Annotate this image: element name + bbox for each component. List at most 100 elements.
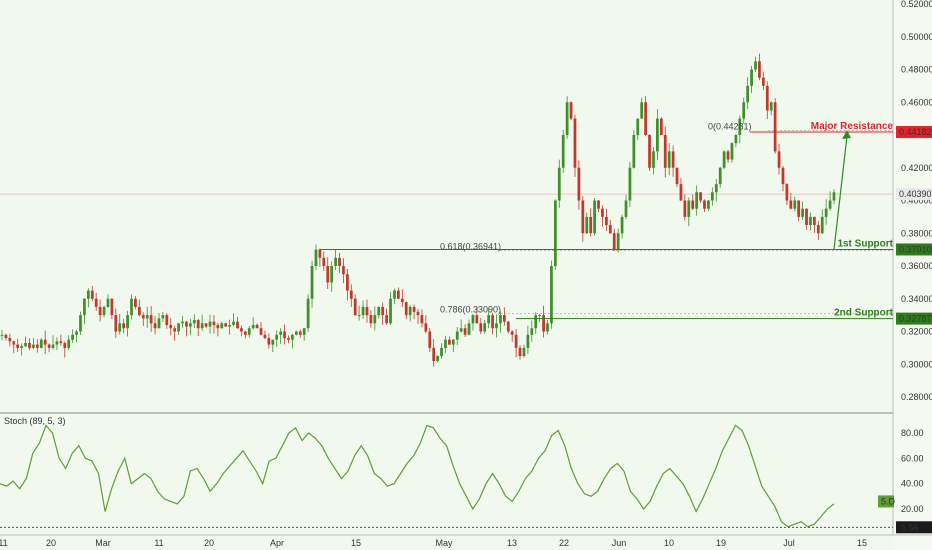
price-tick-label: 0.32000 — [901, 327, 932, 337]
candle-body — [510, 331, 514, 335]
candle-body — [110, 298, 114, 316]
fib-label: 0.786(0.33090) — [440, 305, 501, 315]
candle-body — [161, 315, 165, 319]
stoch-title[interactable]: Stoch (89, 5, 3) — [4, 416, 66, 426]
candle-body — [440, 347, 443, 357]
candle-body — [565, 102, 569, 135]
candle-body — [0, 334, 4, 336]
candle-body — [789, 200, 793, 209]
price-badge-label: 0.44182 — [899, 127, 932, 137]
candle-body — [279, 331, 283, 335]
price-tick-label: 0.34000 — [901, 294, 932, 304]
price-badge — [896, 312, 932, 325]
candle-body — [357, 315, 361, 317]
candle-body — [502, 315, 506, 322]
candle-body — [373, 315, 377, 324]
candle-body — [342, 266, 345, 275]
candle-body — [581, 200, 585, 234]
candle-body — [247, 328, 251, 335]
candle-body — [4, 334, 8, 339]
stoch-d-label: 5.D — [881, 496, 896, 506]
support-resistance-levels[interactable]: Major Resistance 1st Support 2nd Support 0.… — [320, 121, 894, 320]
candle-body — [718, 167, 722, 185]
candle-body — [616, 233, 620, 250]
price-tick-label: 0.30000 — [901, 359, 932, 369]
candle-body — [483, 323, 487, 332]
candle-body — [624, 200, 628, 217]
fib-label: 0.618(0.36941) — [440, 242, 501, 252]
candle-body — [738, 118, 742, 135]
time-tick-label: May — [435, 538, 453, 548]
candle-body — [220, 323, 224, 329]
candle-body — [114, 315, 118, 332]
candle-body — [8, 338, 12, 342]
candle-body — [224, 323, 228, 327]
candle-body — [169, 324, 173, 329]
candle-body — [47, 344, 51, 348]
candle-body — [628, 167, 632, 201]
candle-body — [781, 167, 785, 185]
candle-body — [408, 306, 412, 316]
candle-body — [652, 151, 655, 168]
price-tick-label: 0.50000 — [901, 32, 932, 42]
candle-body — [330, 266, 334, 283]
candle-body — [385, 315, 388, 324]
candle-body — [479, 323, 483, 332]
candle-body — [59, 341, 63, 343]
candle-body — [420, 315, 424, 324]
candle-body — [149, 315, 153, 324]
candle-body — [83, 298, 86, 316]
candle-body — [683, 200, 687, 217]
candle-body — [530, 328, 534, 335]
candle-body — [679, 184, 683, 201]
candle-body — [448, 339, 451, 345]
candle-body — [122, 323, 126, 329]
candle-body — [742, 102, 746, 119]
price-badge — [896, 243, 932, 256]
time-tick-label: 11 — [0, 538, 8, 548]
time-tick-label: 10 — [664, 538, 674, 548]
candle-body — [24, 342, 27, 347]
candle-body — [67, 339, 71, 348]
candle-body — [813, 216, 816, 226]
price-badge — [896, 126, 932, 139]
price-tick-label: 0.28000 — [901, 392, 932, 402]
candle-body — [130, 298, 133, 316]
candle-body — [820, 216, 824, 234]
candle-body — [137, 306, 141, 316]
price-axis-background — [893, 0, 932, 550]
time-axis-ticks: 11 20 Mar 11 20 Apr 15 May 13 22 Jun 10 19 Jul 15 — [0, 538, 867, 548]
candle-body — [173, 328, 177, 332]
candle-body — [467, 323, 471, 335]
candle-body — [310, 266, 314, 299]
candle-body — [75, 331, 78, 335]
candle-body — [208, 321, 212, 327]
level-name: 2nd Support — [834, 308, 894, 319]
price-tick-label: 0.46000 — [901, 97, 932, 107]
candle-body — [55, 341, 59, 345]
candle-body — [381, 306, 385, 316]
candle-body — [538, 315, 542, 317]
stoch-tick-label: 40.00 — [901, 479, 924, 489]
candle-body — [605, 216, 608, 226]
candle-body — [534, 315, 538, 329]
time-tick-label: 15 — [351, 538, 361, 548]
candle-body — [432, 347, 436, 361]
candle-body — [157, 318, 161, 329]
candle-body — [287, 338, 290, 340]
candle-body — [243, 331, 247, 335]
candle-body — [824, 208, 828, 217]
candle-body — [620, 216, 624, 234]
time-tick-label: Jun — [612, 538, 627, 548]
candle-body — [90, 290, 94, 299]
candle-body — [318, 249, 322, 258]
candle-body — [593, 200, 596, 234]
candle-body — [291, 334, 294, 340]
candle-body — [663, 135, 667, 168]
candle-body — [416, 311, 420, 316]
candle-body — [730, 143, 734, 160]
candle-body — [35, 344, 39, 348]
fib-label: 0(0.44281) — [708, 121, 752, 131]
candle-body — [765, 85, 769, 111]
candle-body — [428, 331, 432, 348]
